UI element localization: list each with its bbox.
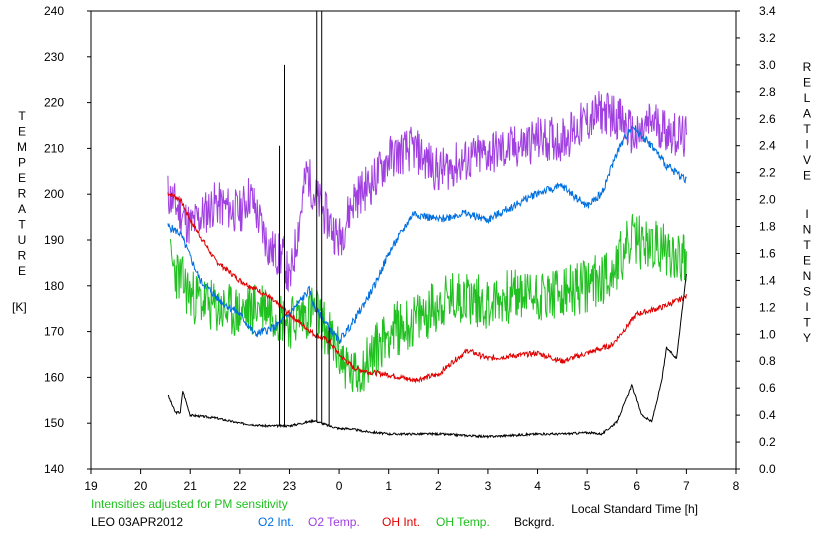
series-oh-int-line [167, 192, 687, 384]
legend-oh-int: OH Int. [382, 515, 420, 529]
right-axis-letter: R [803, 60, 812, 74]
legend-bckgrd: Bckgrd. [514, 515, 555, 529]
right-tick-label: 3.0 [759, 58, 776, 72]
x-tick-label: 8 [733, 479, 740, 493]
x-tick-label: 3 [485, 479, 492, 493]
right-axis-letter: E [803, 76, 811, 90]
left-tick-label: 230 [44, 50, 64, 64]
right-axis-letter: Y [803, 331, 811, 345]
right-axis-letter: I [805, 300, 808, 314]
right-axis-letter: A [803, 107, 811, 121]
x-tick-label: 0 [336, 479, 343, 493]
right-tick-label: 0.2 [759, 435, 776, 449]
right-tick-label: 0.8 [759, 354, 776, 368]
left-tick-label: 240 [44, 4, 64, 18]
series-o2-int-line [167, 125, 687, 345]
right-axis-letter: I [805, 207, 808, 221]
left-axis-ticks: 140 150 160 170 180 190 200 210 220 230 240 [44, 4, 91, 476]
x-tick-label: 21 [184, 479, 198, 493]
x-tick-label: 2 [435, 479, 442, 493]
right-axis-letter: L [804, 91, 811, 105]
right-tick-label: 1.6 [759, 246, 776, 260]
left-axis-letter: T [18, 218, 26, 232]
right-axis-letter: S [803, 285, 811, 299]
x-tick-label: 1 [385, 479, 392, 493]
right-tick-label: 2.0 [759, 193, 776, 207]
right-axis-letter: N [803, 223, 812, 237]
right-tick-label: 2.6 [759, 112, 776, 126]
left-axis-letter: P [18, 156, 26, 170]
x-tick-label: 7 [683, 479, 690, 493]
left-tick-label: 210 [44, 141, 64, 155]
right-tick-label: 3.4 [759, 4, 776, 18]
right-axis-letter: N [803, 269, 812, 283]
left-tick-label: 220 [44, 96, 64, 110]
x-tick-label: 19 [84, 479, 98, 493]
right-tick-label: 1.2 [759, 300, 776, 314]
right-tick-label: 2.8 [759, 85, 776, 99]
series-o2-temp-line [167, 91, 687, 293]
left-axis-letter: U [18, 233, 27, 247]
left-axis-letter: T [18, 109, 26, 123]
right-axis-letter: T [803, 238, 811, 252]
station-date-label: LEO 03APR2012 [91, 515, 183, 529]
left-axis-letter: R [18, 187, 27, 201]
left-axis-letter: R [18, 249, 27, 263]
left-tick-label: 190 [44, 233, 64, 247]
legend-o2-int: O2 Int. [258, 515, 294, 529]
right-tick-label: 0.0 [759, 462, 776, 476]
x-tick-label: 20 [134, 479, 148, 493]
left-tick-label: 160 [44, 370, 64, 384]
left-axis-unit: [K] [12, 300, 27, 314]
right-tick-label: 3.2 [759, 31, 776, 45]
sensitivity-note: Intensities adjusted for PM sensitivity [91, 497, 288, 511]
right-axis-letter: E [803, 254, 811, 268]
left-tick-label: 150 [44, 416, 64, 430]
x-tick-label: 5 [584, 479, 591, 493]
left-tick-label: 170 [44, 325, 64, 339]
right-tick-label: 2.4 [759, 139, 776, 153]
legend-o2-temp: O2 Temp. [308, 515, 360, 529]
right-axis-ticks: 0.0 0.2 0.4 0.6 0.8 1.0 1.2 1.4 1.6 1.8 2.0 2.2 2.4 2… [736, 4, 776, 476]
right-tick-label: 2.2 [759, 166, 776, 180]
right-tick-label: 1.0 [759, 327, 776, 341]
legend-oh-temp: OH Temp. [436, 515, 490, 529]
right-tick-label: 0.4 [759, 408, 776, 422]
x-tick-label: 22 [233, 479, 247, 493]
left-axis-letter: A [18, 202, 26, 216]
series-layer [167, 11, 687, 439]
series-bckgrd-line [167, 273, 687, 439]
left-tick-label: 200 [44, 187, 64, 201]
right-axis-letter: T [803, 122, 811, 136]
left-axis-letter: E [18, 264, 26, 278]
right-tick-label: 1.4 [759, 273, 776, 287]
left-tick-label: 180 [44, 279, 64, 293]
x-axis-ticks: 19 20 21 22 23 0 1 2 3 4 5 6 7 8 [84, 469, 740, 493]
left-axis-letter: M [17, 140, 27, 154]
left-tick-label: 140 [44, 462, 64, 476]
right-tick-label: 1.8 [759, 220, 776, 234]
x-tick-label: 23 [283, 479, 297, 493]
x-axis-label: Local Standard Time [h] [571, 502, 698, 516]
left-axis-letter: E [18, 171, 26, 185]
right-axis-letter: V [803, 153, 811, 167]
right-tick-label: 0.6 [759, 381, 776, 395]
left-axis-letter: E [18, 125, 26, 139]
series-oh-temp-line [169, 213, 687, 393]
x-tick-label: 4 [534, 479, 541, 493]
right-axis-letter: E [803, 169, 811, 183]
x-tick-label: 6 [633, 479, 640, 493]
right-axis-letter: T [803, 316, 811, 330]
right-axis-letter: I [805, 138, 808, 152]
